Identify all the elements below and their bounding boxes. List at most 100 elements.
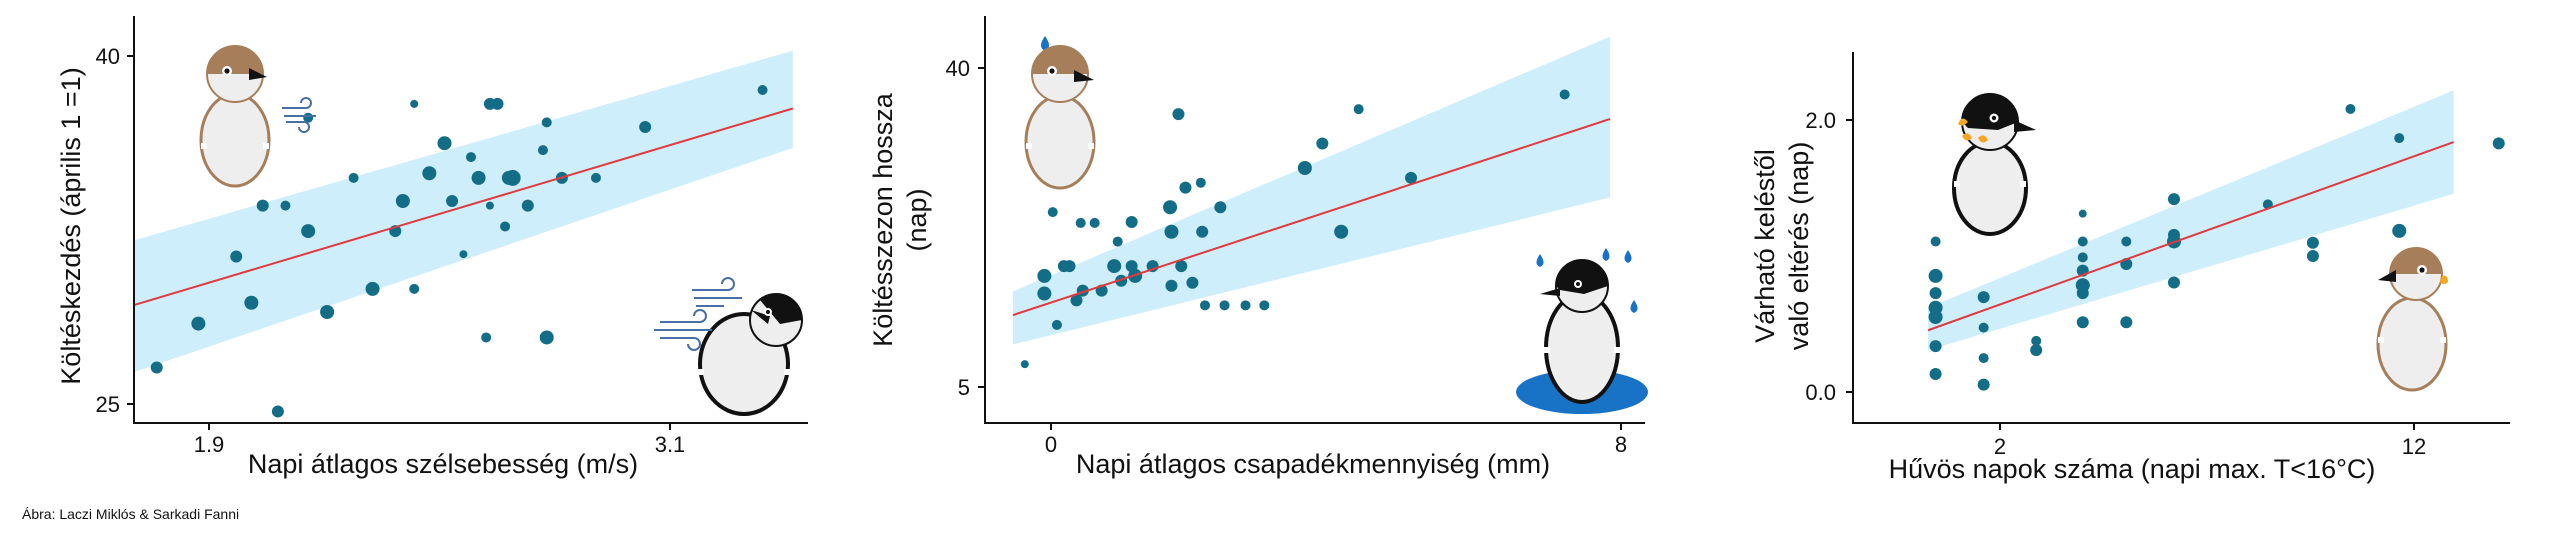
data-point <box>1195 177 1206 188</box>
x-axis-label: Hűvös napok száma (napi max. T<16°C) <box>1889 454 2376 484</box>
data-point <box>1165 279 1178 292</box>
ticks <box>978 67 1622 430</box>
sparrow-cold-icon <box>2376 247 2448 392</box>
data-point <box>1978 353 1989 364</box>
tit-cold-icon <box>1952 93 2036 236</box>
data-point <box>2031 335 2042 346</box>
wind-icon <box>282 97 316 133</box>
regression-line <box>1927 141 2455 332</box>
data-point <box>1929 367 1942 380</box>
figure-credit: Ábra: Laczi Miklós & Sarkadi Fanni <box>22 506 240 522</box>
data-point <box>2167 276 2180 289</box>
data-point <box>1107 259 1122 274</box>
data-point <box>1559 89 1570 100</box>
x-tick-label: 3.1 <box>655 432 686 457</box>
y-axis-label-line: való eltérés (nap) <box>1784 142 1814 351</box>
data-point <box>1200 300 1210 311</box>
data-point <box>1977 291 1990 304</box>
y-axis-label: Költésszezon hossza (nap) <box>868 92 932 347</box>
y-axis-label-line: Várható keléstől <box>1750 149 1780 343</box>
data-point <box>590 172 601 183</box>
data-point <box>757 85 768 95</box>
data-point <box>500 221 511 232</box>
data-point <box>2030 344 2043 357</box>
data-point <box>230 250 243 263</box>
data-point <box>2076 316 2089 329</box>
data-point <box>1063 260 1076 273</box>
data-point <box>1037 286 1052 301</box>
data-point <box>481 332 492 343</box>
data-point <box>395 194 410 208</box>
data-point <box>409 283 420 294</box>
y-axis-label-line: Költésszezon hossza <box>868 92 898 347</box>
data-point <box>301 224 316 239</box>
data-point <box>471 170 486 185</box>
data-point <box>1316 137 1329 150</box>
data-point <box>1297 161 1312 176</box>
panel-cold-chart: 2 12 0.0 2.0 Hűvös napok száma (napi max… <box>1750 52 2510 484</box>
data-point <box>466 152 476 163</box>
y-axis-label-line: (nap) <box>902 188 932 251</box>
regression-line <box>1012 118 1611 317</box>
data-point <box>2394 133 2405 144</box>
y-axis-label: Várható keléstől való eltérés (nap) <box>1750 142 1814 351</box>
axes <box>1852 52 2510 424</box>
y-tick-label: 2.0 <box>1805 108 1836 133</box>
raindrop-icon <box>1041 36 1049 51</box>
axes <box>133 16 808 424</box>
data-point <box>1930 236 1941 247</box>
data-point <box>1928 268 1943 283</box>
data-point <box>1070 294 1083 307</box>
panel-wind-chart: 1.9 3.1 25 40 Napi átlagos szélsebesség … <box>56 16 808 479</box>
data-point <box>2306 250 2319 263</box>
raindrop-icon <box>1536 248 1638 313</box>
data-point <box>2120 316 2133 329</box>
data-points <box>1928 103 2505 391</box>
x-tick-label: 2 <box>1994 434 2006 459</box>
data-point <box>521 199 534 212</box>
data-point <box>1020 360 1029 369</box>
data-point <box>2077 252 2088 263</box>
panel-rain-chart: 0 8 5 40 Napi átlagos csapadékmennyiség … <box>868 16 1648 479</box>
ticks <box>127 55 671 430</box>
data-point <box>1089 217 1100 228</box>
data-point <box>271 405 284 418</box>
data-point <box>1219 300 1230 311</box>
confidence-band <box>1928 90 2454 351</box>
y-tick-label: 40 <box>96 44 120 69</box>
x-axis-label: Napi átlagos csapadékmennyiség (mm) <box>1076 449 1550 479</box>
data-point <box>410 99 419 108</box>
data-point <box>2167 193 2180 206</box>
y-tick-label: 25 <box>96 392 120 417</box>
data-point <box>1928 310 1943 324</box>
regression-line <box>133 107 794 307</box>
data-point <box>1214 201 1227 214</box>
data-point <box>2392 223 2407 238</box>
data-point <box>1186 276 1199 289</box>
data-point <box>365 281 380 296</box>
data-point <box>1240 300 1251 311</box>
data-point <box>150 361 163 374</box>
data-point <box>437 136 452 151</box>
data-point <box>1175 260 1188 273</box>
axes <box>984 16 1645 424</box>
data-point <box>1075 217 1086 228</box>
confidence-band <box>1012 36 1611 345</box>
x-axis-label: Napi átlagos szélsebesség (m/s) <box>248 449 638 479</box>
data-point <box>2121 236 2132 247</box>
y-tick-label: 5 <box>958 375 970 400</box>
data-point <box>1112 236 1123 247</box>
data-point <box>1037 268 1052 283</box>
data-point <box>2492 137 2505 150</box>
data-point <box>1929 287 1942 300</box>
data-point <box>1405 171 1418 184</box>
data-point <box>1179 181 1192 194</box>
data-point <box>348 172 359 183</box>
tit-rain-icon <box>1540 259 1620 404</box>
data-point <box>1051 319 1062 330</box>
x-tick-label: 1.9 <box>194 432 225 457</box>
confidence-band <box>134 50 793 373</box>
ticks <box>1846 119 2415 430</box>
x-tick-label: 0 <box>1045 432 1057 457</box>
